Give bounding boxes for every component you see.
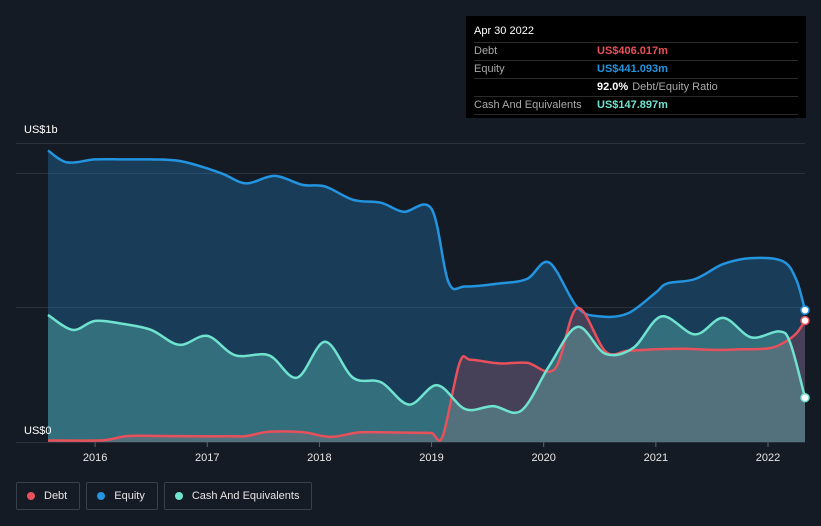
- tooltip-date: Apr 30 2022: [474, 25, 534, 37]
- series-end-markers: [800, 305, 810, 403]
- legend-dot-debt: [27, 492, 35, 500]
- tooltip-row-debt: Debt US$406.017m: [474, 42, 798, 60]
- legend-item-cash[interactable]: Cash And Equivalents: [163, 482, 313, 510]
- legend-dot-cash: [174, 492, 183, 500]
- legend-label-cash: Cash And Equivalents: [191, 490, 300, 502]
- data-tooltip: Apr 30 2022 Debt US$406.017m Equity US$4…: [466, 16, 806, 118]
- tooltip-equity-value: US$441.093m: [597, 63, 668, 75]
- line-equity: [47, 149, 807, 319]
- end-marker-cash-and-equivalents: [800, 392, 810, 403]
- grid-lines: [16, 143, 805, 443]
- x-tick-label: 2017: [195, 452, 219, 464]
- x-tick-label: 2021: [644, 452, 668, 464]
- x-tick-label: 2019: [419, 452, 443, 464]
- series-lines: [47, 149, 807, 442]
- x-tick-label: 2018: [307, 452, 331, 464]
- end-marker-equity: [800, 305, 810, 315]
- line-debt: [47, 306, 807, 442]
- x-tick-label: 2016: [83, 452, 107, 464]
- end-marker-debt: [800, 315, 810, 326]
- tooltip-equity-label: Equity: [474, 63, 505, 75]
- legend-item-equity[interactable]: Equity: [86, 482, 158, 510]
- tooltip-cash-value: US$147.897m: [597, 99, 668, 111]
- legend-label-debt: Debt: [44, 490, 68, 502]
- tooltip-debt-value: US$406.017m: [597, 45, 668, 57]
- x-axis-ticks: 2016 2017 2018 2019 2020 2021 2022: [83, 442, 780, 464]
- legend-dot-equity: [97, 492, 106, 500]
- tooltip-row-cash: Cash And Equivalents US$147.897m: [474, 96, 798, 115]
- area-equity: [48, 150, 805, 442]
- tooltip-ratio-value: 92.0%: [597, 81, 629, 93]
- x-tick-label: 2022: [756, 452, 780, 464]
- area-cash-and-equivalents: [48, 314, 805, 442]
- tooltip-ratio-label: Debt/Equity Ratio: [632, 81, 718, 93]
- area-debt: [48, 307, 805, 442]
- tooltip-row-equity: Equity US$441.093m: [474, 60, 798, 78]
- chart-legend: Debt Equity Cash And Equivalents: [16, 482, 318, 510]
- legend-item-debt[interactable]: Debt: [16, 482, 81, 510]
- tooltip-cash-label: Cash And Equivalents: [474, 99, 582, 111]
- x-tick-label: 2020: [531, 452, 555, 464]
- y-axis-top-label: US$1b: [24, 124, 58, 136]
- tooltip-row-ratio: 92.0% Debt/Equity Ratio: [474, 78, 798, 96]
- tooltip-debt-label: Debt: [474, 45, 498, 57]
- series-areas: [48, 150, 805, 442]
- line-cash-and-equivalents: [47, 313, 807, 415]
- y-axis-bottom-label: US$0: [24, 425, 52, 437]
- legend-label-equity: Equity: [114, 490, 145, 502]
